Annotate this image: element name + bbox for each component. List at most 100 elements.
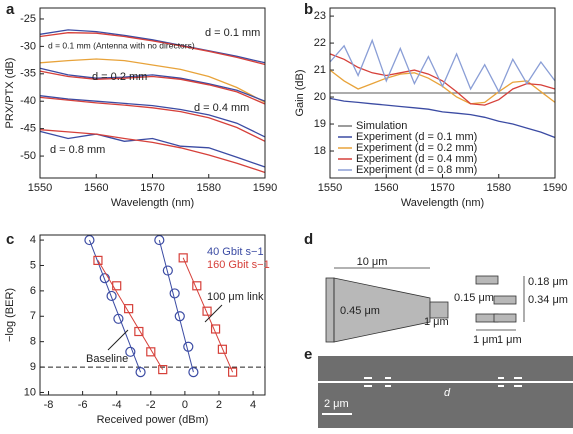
x-axis-label: Wavelength (nm) <box>401 197 484 209</box>
dimension-label: 0.34 μm <box>528 294 568 306</box>
y-tick-label: 22 <box>314 37 326 49</box>
y-tick-label: 23 <box>314 10 326 22</box>
marker <box>93 255 103 265</box>
fit-line <box>97 260 164 370</box>
dimension-label: 1 μm <box>424 316 449 328</box>
x-tick-label: -2 <box>146 399 156 411</box>
marker <box>158 365 168 375</box>
marker <box>217 344 227 354</box>
scale-label: 2 μm <box>324 398 349 410</box>
y-tick-label: -25 <box>20 13 36 25</box>
panel-label: d <box>304 231 313 248</box>
x-tick-label: -8 <box>44 399 54 411</box>
annotation-arrow <box>107 329 129 351</box>
marker <box>162 265 173 276</box>
y-tick-label: -35 <box>20 68 36 80</box>
marker <box>154 234 165 246</box>
sem-background <box>318 356 573 428</box>
waveguide <box>429 301 449 319</box>
data-line <box>39 95 266 138</box>
panel-label: a <box>6 1 15 18</box>
legend-label: Experiment (d = 0.4 mm) <box>356 153 477 165</box>
x-tick-label: 1580 <box>487 182 511 194</box>
x-tick-label: 1550 <box>318 182 342 194</box>
y-tick-label: -40 <box>20 95 36 107</box>
dimension-label: 10 μm <box>357 256 388 268</box>
dimension-label: 1 μm <box>497 334 522 346</box>
marker <box>134 326 144 337</box>
x-axis-label: Wavelength (nm) <box>111 197 194 209</box>
legend-label: Experiment (d = 0.1 mm) <box>356 131 477 143</box>
marker <box>146 347 156 357</box>
legend-label: Experiment (d = 0.2 mm) <box>356 142 477 154</box>
data-line <box>329 38 556 94</box>
annotation: d = 0.1 mm (Antenna with no directors) <box>48 40 195 50</box>
annotation: d = 0.8 mm <box>50 144 105 156</box>
y-tick-label: 9 <box>30 361 36 373</box>
marker <box>124 304 134 314</box>
data-line <box>329 53 556 106</box>
legend-label: 40 Gbit s−1 <box>207 246 264 258</box>
marker <box>183 341 194 352</box>
marker <box>188 367 199 378</box>
marker <box>178 253 188 263</box>
marker <box>174 311 185 322</box>
legend-label: Simulation <box>356 120 407 132</box>
y-tick-label: 19 <box>314 118 326 130</box>
y-tick-label: -50 <box>20 150 36 162</box>
dimension-label: 0.15 μm <box>454 292 494 304</box>
annotation-arrow <box>204 304 223 323</box>
x-tick-label: 1570 <box>430 182 454 194</box>
director <box>493 313 517 323</box>
sem-image <box>318 356 573 428</box>
y-tick-label: 18 <box>314 145 326 157</box>
marker <box>192 281 202 291</box>
x-tick-label: 0 <box>182 399 188 411</box>
plot-frame <box>39 234 266 396</box>
x-tick-label: -6 <box>78 399 88 411</box>
y-axis-label: Gain (dB) <box>294 69 306 116</box>
y-tick-label: 5 <box>30 259 36 271</box>
data-line <box>39 32 266 66</box>
distance-label: d <box>444 387 451 399</box>
data-line <box>39 29 266 64</box>
data-line <box>39 67 266 102</box>
marker <box>228 367 238 377</box>
marker <box>125 346 136 357</box>
marker <box>113 313 124 324</box>
y-tick-label: 20 <box>314 91 326 103</box>
x-tick-label: 1550 <box>28 182 52 194</box>
y-tick-label: -45 <box>20 123 36 135</box>
y-axis-label: PRX/PTX (dB) <box>4 58 16 129</box>
y-tick-label: 21 <box>314 64 326 76</box>
marker <box>106 290 117 302</box>
marker <box>99 273 110 284</box>
plot-frame <box>329 7 556 179</box>
panel-label: b <box>304 1 313 18</box>
legend-label: Experiment (d = 0.8 mm) <box>356 164 477 176</box>
dimension-label: 0.18 μm <box>528 276 568 288</box>
y-tick-label: 7 <box>30 310 36 322</box>
data-line <box>39 70 266 105</box>
antenna-diagram <box>325 267 525 343</box>
annotation: d = 0.1 mm <box>205 27 260 39</box>
x-tick-label: 1590 <box>253 182 277 194</box>
marker <box>112 281 122 291</box>
dimension-label: 0.45 μm <box>340 305 380 317</box>
data-line <box>39 96 266 142</box>
marker <box>202 306 212 316</box>
annotation: d = 0.2 mm <box>92 71 147 83</box>
x-tick-label: -4 <box>112 399 122 411</box>
data-line <box>329 97 556 139</box>
y-tick-label: 8 <box>30 336 36 348</box>
director <box>475 275 499 285</box>
x-tick-label: 2 <box>216 399 222 411</box>
marker <box>135 367 146 378</box>
y-axis-label: −log (BER) <box>4 288 16 342</box>
plot-frame <box>39 7 266 179</box>
y-tick-label: 4 <box>30 234 36 246</box>
feed <box>325 277 335 343</box>
marker <box>84 234 95 246</box>
x-tick-label: 1590 <box>543 182 567 194</box>
